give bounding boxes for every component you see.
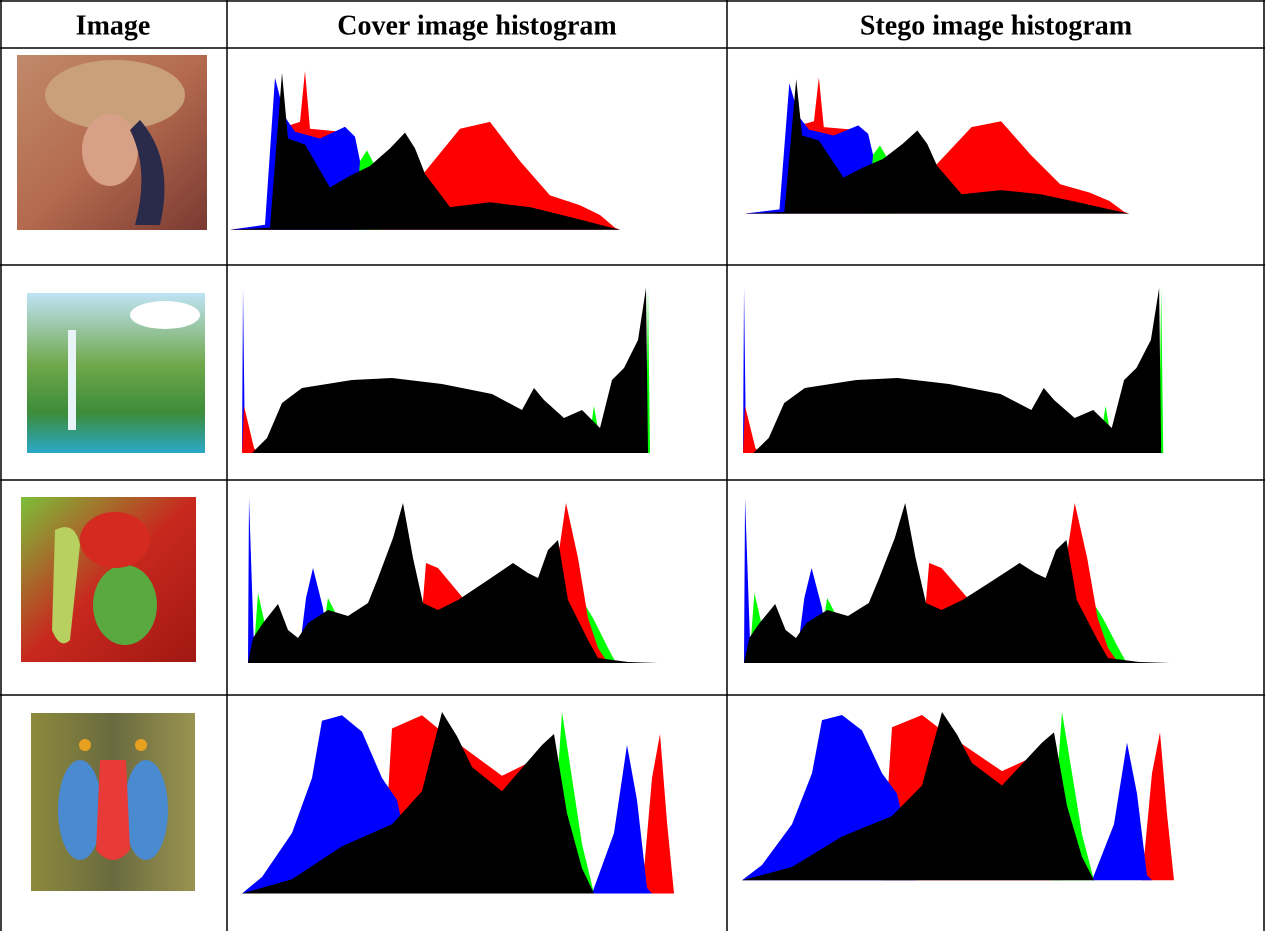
header-cell: Cover image histogram bbox=[337, 10, 616, 41]
histogram-cover bbox=[230, 71, 620, 230]
histogram-stego bbox=[745, 78, 1129, 214]
page: {"table": {"headers": ["Image", "Cover i… bbox=[0, 0, 1265, 931]
image-baboon bbox=[31, 713, 195, 891]
histogram-stego bbox=[742, 712, 1174, 880]
histogram-stego bbox=[743, 288, 1163, 453]
image-lena bbox=[17, 55, 207, 230]
image-peppers bbox=[21, 497, 196, 662]
histogram-stego bbox=[744, 498, 1170, 663]
header-cell: Image bbox=[76, 10, 151, 41]
histogram-cover bbox=[242, 288, 650, 453]
image-waterfall bbox=[27, 293, 205, 453]
comparison-table: Image Cover image histogram Stego image … bbox=[0, 0, 1265, 931]
header-cell: Stego image histogram bbox=[860, 10, 1132, 41]
histogram-cover bbox=[242, 712, 674, 894]
histogram-cover bbox=[248, 498, 658, 663]
